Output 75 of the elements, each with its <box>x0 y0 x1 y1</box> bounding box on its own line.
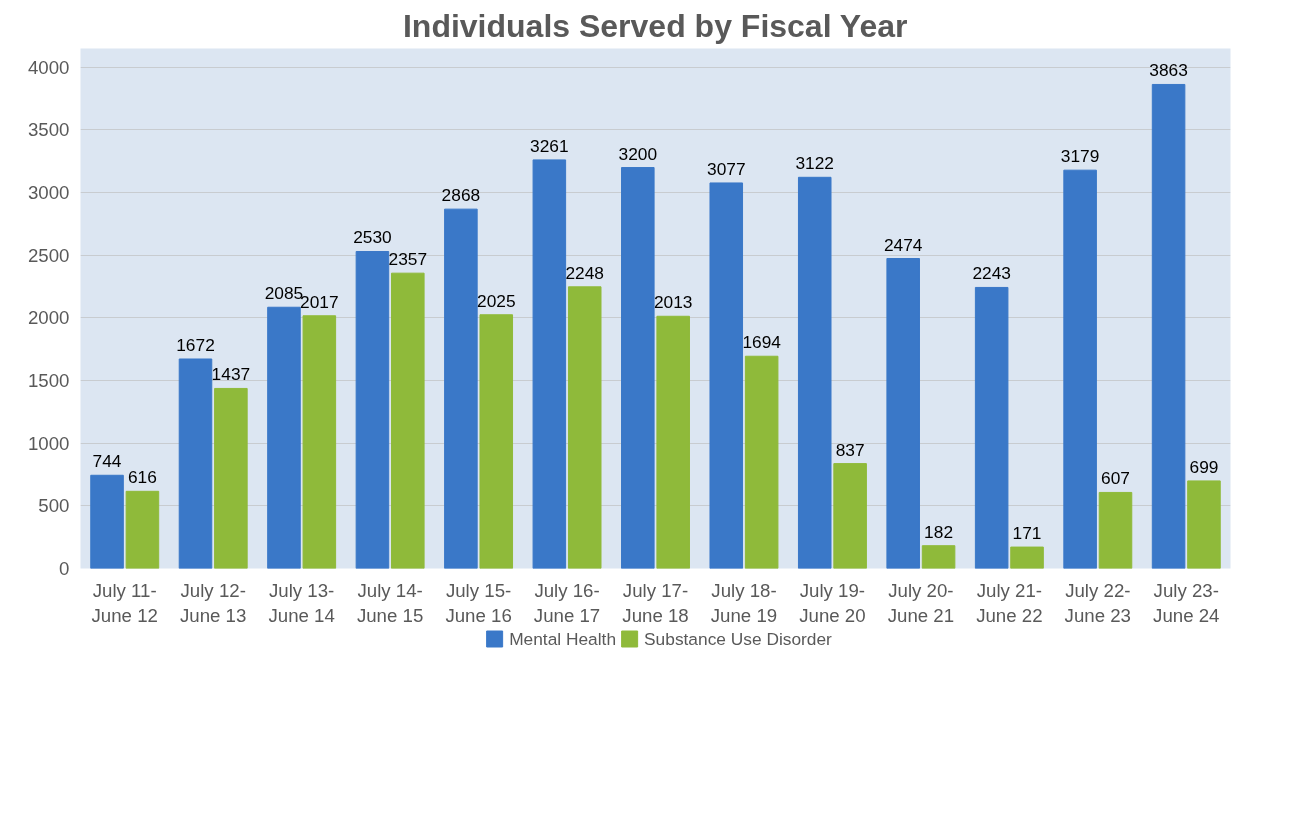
x-tick-label: July 23- June 24 <box>1153 579 1220 626</box>
data-label: 616 <box>127 467 157 488</box>
data-label: 1437 <box>211 364 251 385</box>
data-label: 2530 <box>353 227 392 248</box>
bar <box>479 314 514 569</box>
x-tick-label: July 14- June 15 <box>356 579 424 626</box>
data-label: 3863 <box>1149 60 1188 81</box>
data-label: 2025 <box>477 290 516 311</box>
data-label: 744 <box>92 451 122 472</box>
data-label: 3200 <box>618 143 658 164</box>
x-tick-label: July 11- June 12 <box>91 579 158 626</box>
y-tick-label: 4000 <box>28 56 70 78</box>
data-label: 3122 <box>795 153 835 174</box>
bar <box>391 272 425 569</box>
data-label: 607 <box>1101 468 1130 489</box>
data-label: 2474 <box>883 234 923 255</box>
x-tick-label: July 17- June 18 <box>622 579 689 626</box>
y-tick-label: 500 <box>38 495 70 517</box>
bar <box>214 387 248 569</box>
data-label: 3179 <box>1060 146 1100 167</box>
y-tick-label: 2500 <box>28 244 70 266</box>
bar <box>125 490 160 569</box>
bar <box>567 286 602 569</box>
x-tick-label: July 18- June 19 <box>710 579 778 626</box>
bar <box>833 463 867 569</box>
bar <box>744 355 779 569</box>
data-label: 2357 <box>388 249 428 270</box>
x-tick-label: July 21- June 22 <box>976 579 1043 626</box>
bar <box>532 159 567 569</box>
bar <box>1151 83 1186 569</box>
bar <box>444 208 478 569</box>
y-tick-label: 3500 <box>28 119 70 141</box>
data-label: 2243 <box>972 263 1011 284</box>
data-label: 1672 <box>176 335 215 355</box>
y-tick-label: 2000 <box>28 307 70 329</box>
data-label: 2868 <box>441 185 481 206</box>
bar <box>797 176 832 569</box>
x-tick-label: July 12- June 13 <box>180 579 247 626</box>
bar <box>621 167 655 569</box>
x-tick-label: July 13- June 14 <box>268 579 335 626</box>
y-tick-label: 0 <box>59 558 70 579</box>
data-label: 2248 <box>565 262 605 283</box>
y-tick-label: 1000 <box>28 432 70 454</box>
x-tick-label: July 16- June 17 <box>533 579 601 626</box>
bar <box>709 182 744 569</box>
data-label: 1694 <box>742 332 782 353</box>
bar <box>267 306 301 569</box>
x-tick-label: July 20- June 21 <box>887 579 955 626</box>
chart-title: Individuals Served by Fiscal Year <box>402 7 908 44</box>
bar <box>1010 546 1044 569</box>
data-label: 2013 <box>653 292 693 313</box>
bar <box>1063 169 1097 569</box>
bar <box>178 358 213 569</box>
data-label: 699 <box>1189 456 1219 477</box>
bar <box>886 258 920 569</box>
y-tick-label: 3000 <box>28 182 70 204</box>
bar <box>302 315 337 569</box>
bar <box>355 250 390 569</box>
y-tick-label: 1500 <box>28 370 70 392</box>
bar <box>1098 491 1133 569</box>
bar <box>1187 480 1221 569</box>
x-tick-label: July 22- June 23 <box>1064 579 1131 626</box>
x-tick-label: July 15- June 16 <box>445 579 512 626</box>
data-label: 837 <box>835 439 865 460</box>
legend-label: Mental Health <box>509 628 617 649</box>
data-label: 182 <box>924 521 954 542</box>
data-label: 171 <box>1012 523 1042 544</box>
bar <box>656 315 690 569</box>
legend-label: Substance Use Disorder <box>644 628 832 649</box>
bar <box>921 545 956 569</box>
bar <box>974 286 1009 569</box>
data-label: 3077 <box>707 158 746 179</box>
x-tick-label: July 19- June 20 <box>799 579 866 626</box>
bar <box>90 474 124 569</box>
data-label: 3261 <box>530 135 569 156</box>
